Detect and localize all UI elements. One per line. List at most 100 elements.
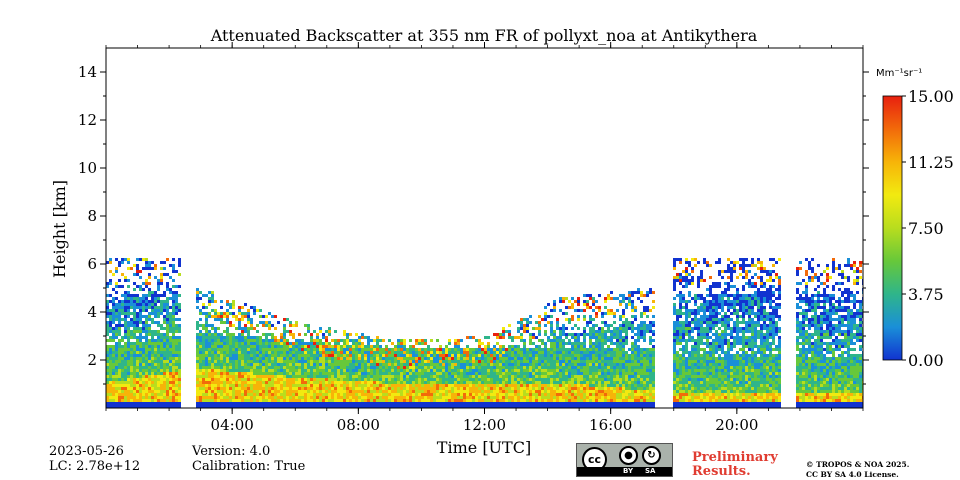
heat-cell	[115, 312, 118, 315]
heat-cell	[145, 399, 148, 402]
heat-cell	[382, 363, 385, 366]
heat-cell	[454, 366, 457, 369]
heat-cell	[205, 369, 208, 372]
heat-cell	[430, 378, 433, 381]
heat-cell	[484, 402, 487, 405]
heat-cell	[169, 399, 172, 402]
heat-cell	[133, 300, 136, 303]
heat-cell	[646, 384, 649, 387]
heat-cell	[253, 378, 256, 381]
heat-cell	[535, 390, 538, 393]
heat-cell	[271, 357, 274, 360]
heat-cell	[457, 390, 460, 393]
heat-cell	[250, 360, 253, 363]
heat-cell	[535, 348, 538, 351]
heat-cell	[493, 354, 496, 357]
heat-cell	[157, 342, 160, 345]
heat-cell	[346, 378, 349, 381]
heat-cell	[544, 399, 547, 402]
heat-cell	[475, 369, 478, 372]
heat-cell	[424, 375, 427, 378]
heat-cell	[124, 318, 127, 321]
heat-cell	[340, 369, 343, 372]
heat-cell	[106, 324, 109, 327]
heat-cell	[649, 396, 652, 399]
heat-cell	[211, 351, 214, 354]
heat-cell	[598, 333, 601, 336]
heat-cell	[292, 354, 295, 357]
heat-cell	[124, 351, 127, 354]
heat-cell	[247, 396, 250, 399]
heat-cell	[202, 312, 205, 315]
heat-cell	[334, 366, 337, 369]
heat-cell	[226, 309, 229, 312]
heat-cell	[646, 306, 649, 309]
heat-cell	[121, 351, 124, 354]
heat-cell	[412, 345, 415, 348]
heat-cell	[340, 402, 343, 405]
heat-cell	[565, 393, 568, 396]
heat-cell	[484, 387, 487, 390]
heat-cell	[307, 357, 310, 360]
heat-cell	[445, 375, 448, 378]
heat-cell	[577, 357, 580, 360]
heat-cell	[262, 387, 265, 390]
heat-cell	[565, 369, 568, 372]
heat-cell	[142, 309, 145, 312]
heat-cell	[340, 396, 343, 399]
heat-cell	[337, 405, 340, 408]
heat-cell	[217, 351, 220, 354]
heat-cell	[601, 360, 604, 363]
heat-cell	[457, 363, 460, 366]
heat-cell	[379, 360, 382, 363]
heat-cell	[211, 300, 214, 303]
heat-cell	[265, 348, 268, 351]
heat-cell	[217, 375, 220, 378]
heat-cell	[247, 327, 250, 330]
heat-cell	[565, 405, 568, 408]
heat-cell	[196, 336, 199, 339]
heat-cell	[208, 396, 211, 399]
heat-cell	[490, 405, 493, 408]
heat-cell	[550, 351, 553, 354]
heat-cell	[325, 348, 328, 351]
heat-cell	[478, 372, 481, 375]
heat-cell	[301, 351, 304, 354]
heat-cell	[109, 318, 112, 321]
heat-cell	[394, 399, 397, 402]
heat-cell	[634, 342, 637, 345]
heat-cell	[298, 387, 301, 390]
heat-cell	[334, 348, 337, 351]
heat-cell	[547, 321, 550, 324]
heat-cell	[490, 399, 493, 402]
heat-cell	[478, 381, 481, 384]
heat-cell	[208, 300, 211, 303]
heat-cell	[394, 345, 397, 348]
heat-cell	[235, 381, 238, 384]
heat-cell	[622, 348, 625, 351]
heat-cell	[133, 297, 136, 300]
heat-cell	[121, 339, 124, 342]
heat-cell	[427, 360, 430, 363]
heat-cell	[439, 384, 442, 387]
heat-cell	[211, 393, 214, 396]
heat-cell	[526, 363, 529, 366]
heat-cell	[544, 384, 547, 387]
heat-cell	[430, 387, 433, 390]
heat-cell	[610, 324, 613, 327]
heat-cell	[298, 348, 301, 351]
heat-cell	[148, 384, 151, 387]
heat-cell	[202, 324, 205, 327]
heat-cell	[202, 399, 205, 402]
heat-cell	[115, 291, 118, 294]
heat-cell	[124, 402, 127, 405]
heat-cell	[205, 387, 208, 390]
heat-cell	[505, 402, 508, 405]
heat-cell	[601, 330, 604, 333]
heat-cell	[178, 303, 181, 306]
heat-cell	[595, 405, 598, 408]
heat-cell	[559, 372, 562, 375]
heat-cell	[568, 381, 571, 384]
heat-cell	[649, 405, 652, 408]
heat-cell	[646, 327, 649, 330]
